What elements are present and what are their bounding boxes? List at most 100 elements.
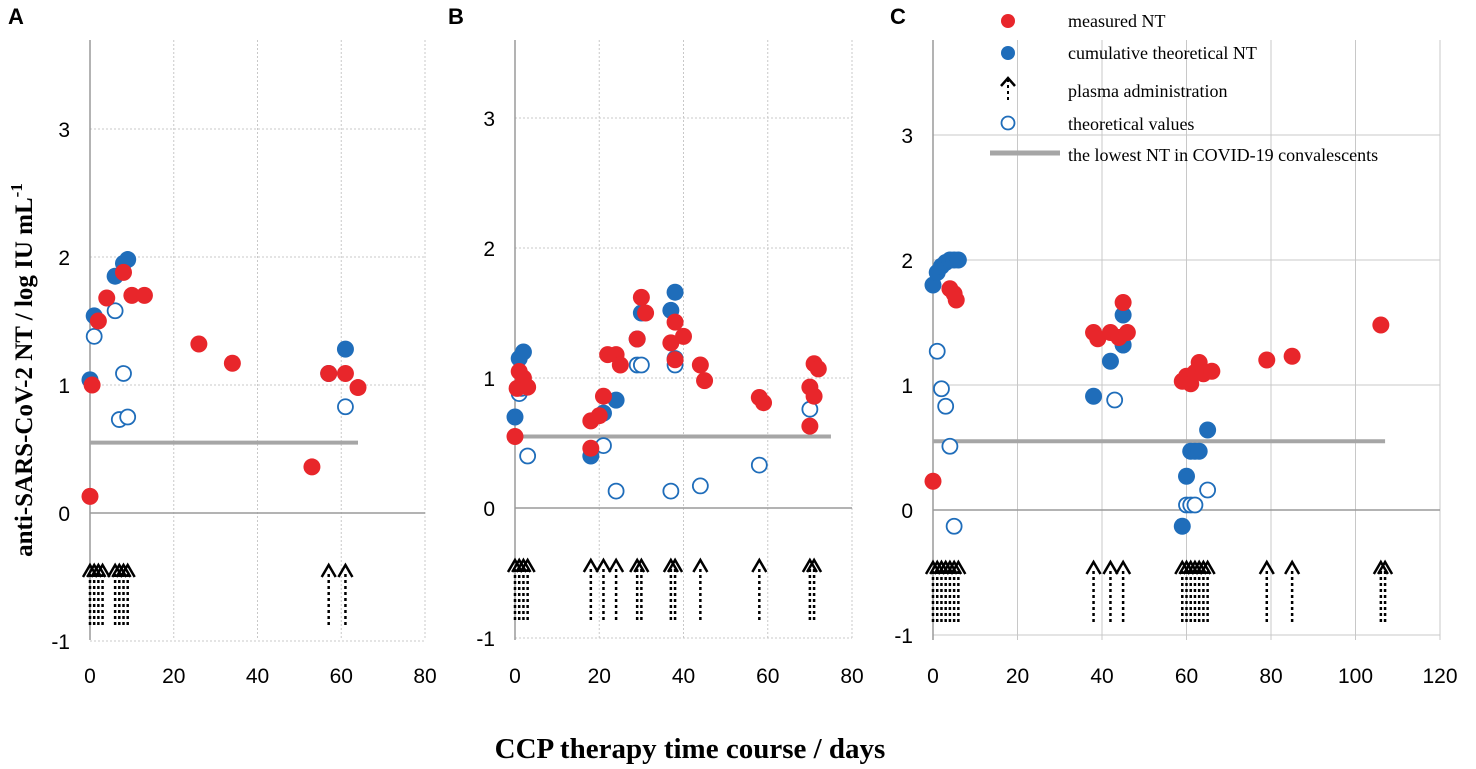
cumulative-point-b (666, 283, 684, 301)
plasma-arrow-head-c (1258, 559, 1275, 575)
measured-point-b (632, 288, 650, 306)
cumulative-point-a (119, 251, 137, 269)
measured-point-a (303, 458, 321, 476)
cumulative-point-c (1085, 387, 1103, 405)
plasma-arrow-head-c (1372, 559, 1389, 575)
y-tick-label-a: 2 (58, 247, 70, 270)
y-axis-label-sup: -1 (7, 183, 26, 197)
measured-point-b (805, 387, 823, 405)
y-tick-label-a: 0 (58, 503, 70, 526)
measured-point-c (1258, 351, 1276, 369)
x-tick-label-b: 0 (509, 665, 521, 688)
measured-point-b (666, 313, 684, 331)
measured-point-c (1203, 362, 1221, 380)
measured-point-b (809, 360, 827, 378)
panel-a: -1 0 1 2 3 0 20 40 60 80 (51, 40, 437, 688)
x-tick-label-b: 40 (672, 665, 695, 688)
measured-point-b (662, 334, 680, 352)
legend-theoretical-marker (1000, 115, 1016, 131)
cumulative-point-c (1199, 421, 1217, 439)
measured-point-b (691, 356, 709, 374)
plasma-arrow-head-b (633, 557, 650, 573)
x-tick-label-a: 0 (84, 665, 96, 688)
measured-point-a (135, 286, 153, 304)
measured-point-b (594, 387, 612, 405)
plasma-arrow-head-b (515, 557, 532, 573)
legend-measured-marker (1001, 14, 1015, 28)
plasma-arrow-head-a (90, 562, 107, 578)
measured-point-a (98, 289, 116, 307)
plasma-arrow-head-b (595, 557, 612, 573)
legend: measured NT cumulative theoretical NT pl… (990, 11, 1378, 165)
measured-point-b (628, 330, 646, 348)
theoretical-point-a (119, 408, 137, 426)
legend-plasma-label: plasma administration (1068, 81, 1227, 101)
measured-point-c (947, 291, 965, 309)
measured-point-a (349, 379, 367, 397)
theoretical-point-c (1106, 391, 1124, 409)
x-tick-label-a: 60 (330, 665, 353, 688)
theoretical-point-b (632, 356, 650, 374)
x-tick-label-a: 20 (162, 665, 185, 688)
x-tick-label-c: 40 (1090, 665, 1113, 688)
theoretical-point-b (519, 447, 537, 465)
plasma-arrow-head-c (1085, 559, 1102, 575)
plasma-arrow-head-c (1195, 559, 1212, 575)
y-tick-label-c: 3 (901, 125, 913, 148)
x-tick-label-b: 60 (756, 665, 779, 688)
measured-point-c (1114, 294, 1132, 311)
x-tick-label-c: 80 (1259, 665, 1282, 688)
panel-label-a: A (8, 4, 24, 29)
plasma-arrow-head-b (806, 557, 823, 573)
panel-label-b: B (448, 4, 464, 29)
x-tick-label-c: 120 (1422, 665, 1457, 688)
theoretical-point-b (750, 456, 768, 474)
measured-point-b (637, 304, 655, 322)
plasma-arrow-head-b (801, 557, 818, 573)
y-tick-label-a: 1 (58, 375, 70, 398)
measured-point-a (83, 376, 101, 394)
x-tick-label-c: 60 (1175, 665, 1198, 688)
plasma-arrow-head-c (1115, 559, 1132, 575)
measured-point-b (666, 351, 684, 369)
plasma-arrow-head-b (751, 557, 768, 573)
measured-point-c (1283, 347, 1301, 365)
x-tick-label-c: 0 (927, 665, 939, 688)
y-axis-label: anti-SARS-CoV-2 NT / log IU mL-1 (7, 183, 38, 557)
y-tick-label-b: -1 (476, 628, 495, 651)
theoretical-point-b (691, 477, 709, 495)
theoretical-point-c (1186, 496, 1204, 514)
x-tick-label-a: 80 (413, 665, 436, 688)
measured-point-b (582, 439, 600, 457)
y-tick-label-a: -1 (51, 631, 70, 654)
measured-point-a (320, 364, 338, 382)
cumulative-point-c (949, 251, 967, 269)
legend-measured-label: measured NT (1068, 11, 1165, 31)
measured-point-a (123, 286, 141, 304)
plasma-arrow-head-a (320, 562, 337, 578)
theoretical-point-c (937, 397, 955, 415)
theoretical-point-c (933, 380, 950, 398)
y-tick-label-b: 2 (483, 238, 495, 261)
y-tick-label-b: 1 (483, 368, 495, 391)
plasma-arrow-head-b (629, 557, 646, 573)
x-tick-label-b: 80 (840, 665, 863, 688)
plasma-arrow-head-c (946, 559, 963, 575)
cumulative-point-b (506, 408, 524, 426)
legend-theoretical-label: theoretical values (1068, 114, 1194, 134)
theoretical-point-a (337, 398, 354, 416)
plasma-arrow-head-a (119, 562, 136, 578)
measured-point-a (190, 335, 208, 353)
measured-point-a (89, 312, 107, 330)
cumulative-point-c (1173, 517, 1191, 535)
legend-lowest-label: the lowest NT in COVID-19 convalescents (1068, 145, 1378, 165)
measured-point-b (519, 378, 537, 396)
plasma-arrow-head-c (950, 559, 967, 575)
y-tick-label-b: 0 (483, 498, 495, 521)
panel-label-c: C (890, 4, 906, 29)
plasma-arrow-head-b (582, 557, 599, 573)
plasma-arrow-head-a (115, 562, 132, 578)
y-tick-label-c: 1 (901, 375, 913, 398)
x-tick-label-b: 20 (588, 665, 611, 688)
